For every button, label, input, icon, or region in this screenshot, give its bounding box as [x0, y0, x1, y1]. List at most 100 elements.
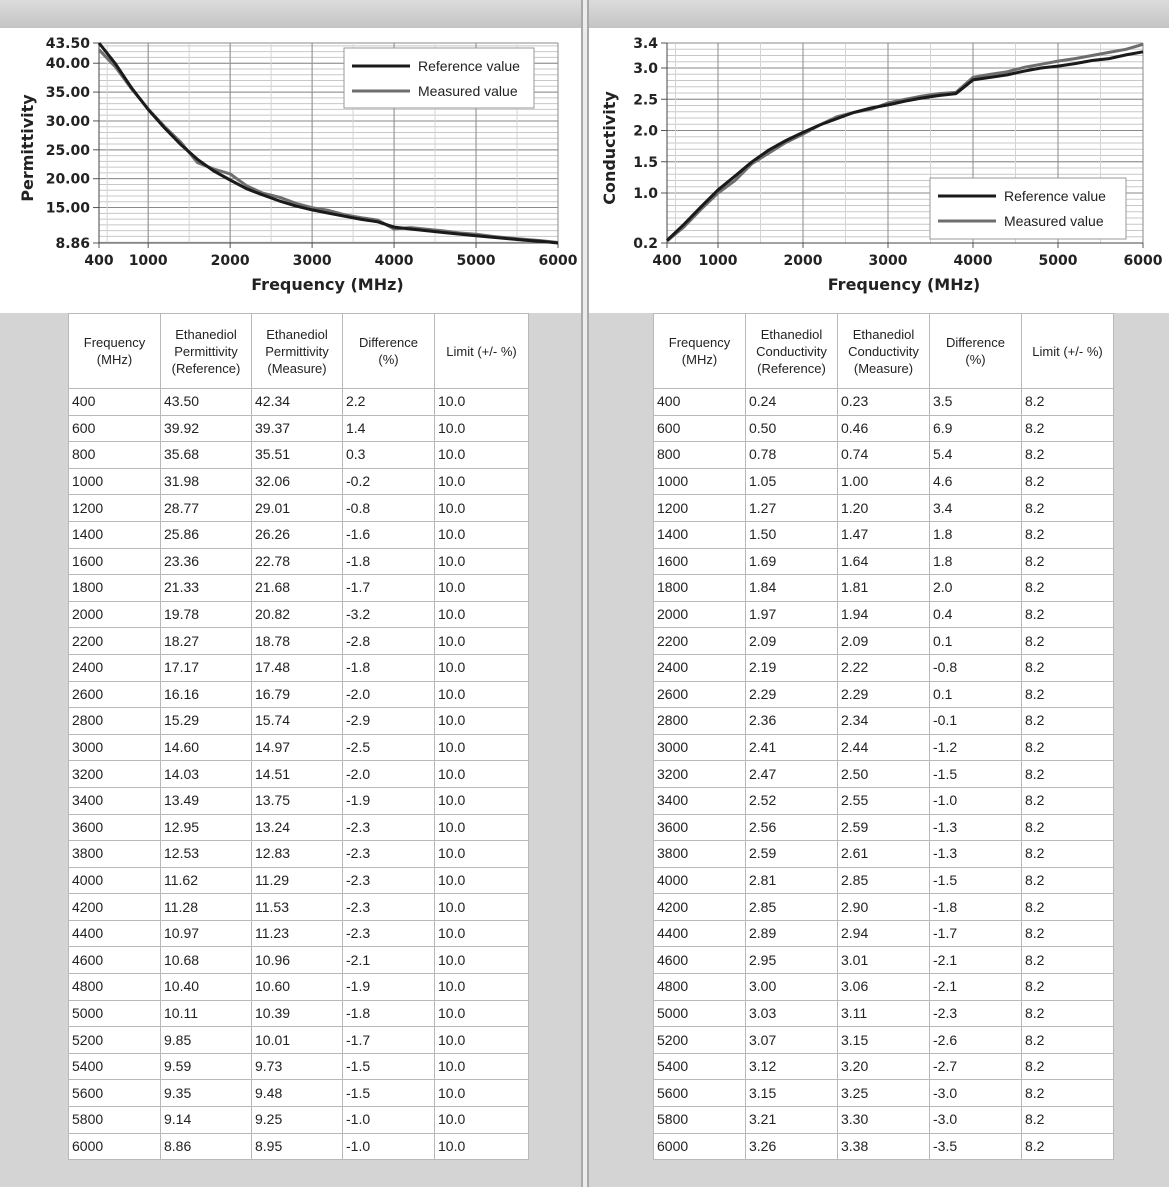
table-row: 3000 14.60 14.97 -2.5 10.0: [68, 733, 529, 762]
table-cell: 28.77: [160, 494, 252, 522]
table-cell: 14.51: [251, 760, 343, 788]
table-cell: 1.84: [745, 574, 838, 602]
table-cell: 3000: [653, 733, 746, 762]
table-row: 5400 9.59 9.73 -1.5 10.0: [68, 1052, 529, 1081]
table-cell: 2800: [653, 707, 746, 735]
table-row: 1800 1.84 1.81 2.0 8.2: [653, 574, 1114, 602]
table-cell: 2400: [68, 653, 161, 682]
table-cell: 13.24: [251, 813, 343, 842]
column-header-text: (Reference): [171, 360, 241, 376]
table-cell: 8.2: [1021, 1052, 1114, 1081]
table-row: 4800 10.40 10.60 -1.9 10.0: [68, 973, 529, 1001]
table-cell: 0.4: [929, 600, 1022, 629]
table-row: 4400 10.97 11.23 -2.3 10.0: [68, 919, 529, 948]
table-cell: 4400: [653, 919, 746, 948]
y-axis-title: Permittivity: [18, 94, 37, 202]
table-cell: 0.1: [929, 627, 1022, 655]
table-cell: 2.56: [745, 813, 838, 842]
legend-box: [343, 47, 535, 109]
x-tick-label: 4000: [954, 253, 993, 269]
column-header-text: Difference: [358, 335, 418, 350]
table-cell: 11.29: [251, 866, 343, 895]
table-row: 4200 11.28 11.53 -2.3 10.0: [68, 893, 529, 921]
legend: Reference value Measured value: [929, 177, 1127, 240]
table-cell: 3600: [653, 813, 746, 842]
table-cell: 1000: [68, 467, 161, 496]
table-cell: 10.0: [434, 786, 529, 815]
table-cell: 0.78: [745, 441, 838, 469]
table-cell: 1200: [68, 494, 161, 522]
column-header: Ethanediol Conductivity (Reference): [745, 313, 838, 389]
column-header-text: Ethanediol: [266, 326, 328, 342]
table-cell: 1.8: [929, 520, 1022, 549]
table-cell: -2.3: [342, 866, 435, 895]
table-cell: -1.6: [342, 520, 435, 549]
table-cell: 8.2: [1021, 547, 1114, 576]
table-cell: -3.5: [929, 1132, 1022, 1161]
table-cell: 10.0: [434, 707, 529, 735]
table-cell: 2.0: [929, 574, 1022, 602]
x-axis-title: Frequency (MHz): [828, 275, 980, 294]
table-cell: -1.7: [342, 1026, 435, 1054]
y-tick-label: 3.4: [633, 36, 658, 52]
table-cell: 10.0: [434, 919, 529, 948]
x-tick-label: 2000: [784, 253, 823, 269]
table-header-row: Frequency (MHz) Ethanediol Conductivity (Ref…: [653, 313, 1114, 389]
column-header: Frequency (MHz): [653, 313, 746, 389]
table-cell: 5000: [68, 999, 161, 1028]
table-cell: 8.2: [1021, 919, 1114, 948]
table-row: 2200 18.27 18.78 -2.8 10.0: [68, 627, 529, 655]
x-tick-label: 6000: [1124, 253, 1163, 269]
x-tick-label: 1000: [129, 253, 168, 269]
table-cell: 10.0: [434, 574, 529, 602]
column-header: Frequency (MHz): [68, 313, 161, 389]
table-cell: 3800: [653, 840, 746, 868]
legend-label: Measured value: [1004, 213, 1104, 229]
table-cell: 3400: [653, 786, 746, 815]
table-row: 1400 25.86 26.26 -1.6 10.0: [68, 520, 529, 549]
table-cell: 39.37: [251, 414, 343, 443]
table-cell: 2.2: [342, 388, 435, 416]
table-cell: 9.85: [160, 1026, 252, 1054]
table-row: 800 35.68 35.51 0.3 10.0: [68, 441, 529, 469]
table-cell: 8.2: [1021, 786, 1114, 815]
y-tick-label: 8.86: [55, 236, 90, 252]
table-cell: -1.0: [929, 786, 1022, 815]
table-cell: 18.78: [251, 627, 343, 655]
table-row: 5200 3.07 3.15 -2.6 8.2: [653, 1026, 1114, 1054]
table-cell: -2.3: [342, 919, 435, 948]
table-cell: 0.46: [837, 414, 930, 443]
y-tick-label: 3.0: [633, 61, 658, 77]
table-cell: 42.34: [251, 388, 343, 416]
column-header-text: Conductivity: [756, 343, 827, 359]
table-cell: 2800: [68, 707, 161, 735]
y-tick-label: 1.5: [633, 155, 658, 171]
table-cell: -1.5: [342, 1052, 435, 1081]
table-cell: 4.6: [929, 467, 1022, 496]
table-cell: 3.4: [929, 494, 1022, 522]
table-cell: 0.50: [745, 414, 838, 443]
table-cell: 4800: [68, 973, 161, 1001]
table-row: 400 43.50 42.34 2.2 10.0: [68, 388, 529, 416]
panel-divider[interactable]: [581, 0, 589, 1187]
table-cell: 2.52: [745, 786, 838, 815]
table-cell: 10.0: [434, 1026, 529, 1054]
table-cell: 2.50: [837, 760, 930, 788]
table-cell: 1.05: [745, 467, 838, 496]
table-row: 4800 3.00 3.06 -2.1 8.2: [653, 973, 1114, 1001]
table-cell: 10.0: [434, 893, 529, 921]
table-cell: 3.03: [745, 999, 838, 1028]
table-cell: 1.94: [837, 600, 930, 629]
table-cell: 10.0: [434, 441, 529, 469]
table-row: 3000 2.41 2.44 -1.2 8.2: [653, 733, 1114, 762]
table-cell: 3.15: [837, 1026, 930, 1054]
table-cell: 39.92: [160, 414, 252, 443]
y-axis-title: Conductivity: [600, 91, 619, 205]
table-cell: 2200: [68, 627, 161, 655]
table-cell: -1.5: [342, 1079, 435, 1108]
table-cell: -3.0: [929, 1079, 1022, 1108]
table-cell: 0.74: [837, 441, 930, 469]
column-header: Ethanediol Conductivity (Measure): [837, 313, 930, 389]
table-cell: 1.27: [745, 494, 838, 522]
table-cell: 9.14: [160, 1106, 252, 1134]
